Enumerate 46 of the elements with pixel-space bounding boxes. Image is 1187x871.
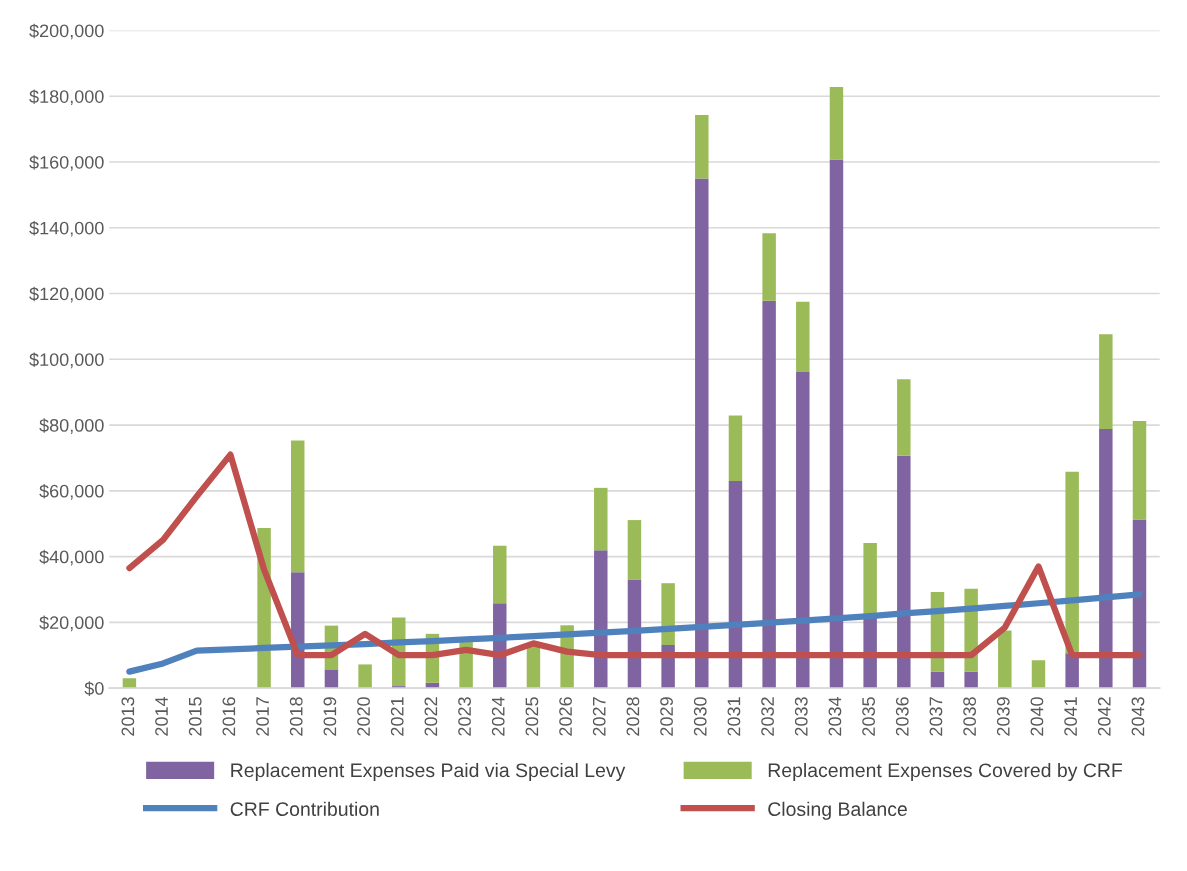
x-tick-label: 2036 [895, 697, 909, 736]
x-tick-label: 2013 [121, 697, 135, 736]
x-tick-label: 2015 [188, 697, 202, 736]
y-tick-label: $60,000 [39, 483, 104, 500]
x-tick-label: 2016 [222, 697, 236, 736]
x-tick-label: 2014 [155, 696, 168, 736]
y-tick-label: $120,000 [29, 286, 104, 303]
x-tick-label: 2042 [1097, 697, 1111, 736]
x-tick-label: 2037 [929, 697, 943, 736]
x-tick-label: 2024 [491, 696, 505, 736]
y-tick-label: $80,000 [39, 418, 104, 434]
x-tick-label: 2027 [592, 697, 606, 736]
x-tick-label: 2030 [693, 697, 707, 736]
y-tick-label: $140,000 [29, 220, 104, 237]
y-tick-label: $180,000 [29, 89, 104, 106]
x-tick-label: 2026 [559, 697, 572, 736]
y-tick-label: $160,000 [29, 155, 104, 171]
x-tick-label: 2041 [1064, 697, 1077, 736]
x-tick-label: 2023 [458, 697, 471, 736]
x-tick-label: 2038 [963, 697, 976, 736]
y-tick-label: $100,000 [29, 352, 104, 369]
x-tick-label: 2018 [289, 697, 303, 736]
x-tick-label: 2019 [323, 697, 337, 736]
x-tick-label: 2025 [525, 697, 539, 736]
legend-label: Replacement Expenses Covered by CRF [768, 762, 1123, 782]
x-tick-label: 2017 [256, 697, 269, 736]
y-tick-label: $20,000 [39, 615, 104, 632]
x-tick-label: 2020 [357, 697, 370, 736]
x-tick-label: 2032 [761, 697, 774, 736]
x-tick-label: 2043 [1131, 697, 1145, 736]
x-tick-label: 2029 [660, 697, 673, 736]
x-tick-label: 2035 [862, 697, 875, 736]
y-tick-label: $200,000 [29, 23, 104, 40]
y-tick-label: $40,000 [39, 549, 104, 566]
x-tick-label: 2031 [727, 697, 741, 736]
x-tick-label: 2022 [424, 697, 438, 736]
y-tick-label: $0 [84, 681, 104, 696]
x-tick-label: 2028 [626, 697, 640, 736]
legend-label: Replacement Expenses Paid via Special Levy [231, 762, 626, 782]
x-tick-label: 2040 [1030, 697, 1044, 736]
x-tick-label: 2039 [996, 697, 1010, 736]
legend-label: CRF Contribution [230, 801, 379, 817]
x-tick-label: 2021 [390, 697, 404, 736]
x-tick-label: 2034 [828, 696, 842, 736]
x-tick-label: 2033 [794, 697, 808, 736]
legend-label: Closing Balance [768, 801, 907, 820]
